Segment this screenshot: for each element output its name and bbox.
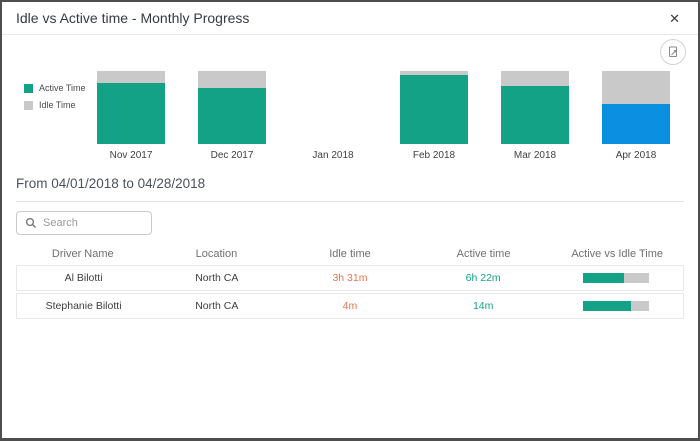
bar-group-mar-2018[interactable]: Mar 2018 (501, 71, 569, 161)
search-icon (25, 217, 37, 229)
active-segment (198, 88, 266, 144)
active-segment (97, 83, 165, 144)
legend-label-idle: Idle Time (39, 100, 76, 110)
dialog-title: Idle vs Active time - Monthly Progress (16, 10, 250, 26)
idle-segment (97, 71, 165, 83)
idle-segment (602, 71, 670, 104)
idle-segment (501, 71, 569, 86)
cell-active-time: 14m (472, 300, 494, 312)
search-box[interactable] (16, 211, 152, 235)
close-icon[interactable]: ✕ (665, 8, 684, 29)
cell-location: North CA (195, 272, 239, 284)
idle-segment (198, 71, 266, 88)
legend-item-idle-time[interactable]: Idle Time (24, 100, 86, 110)
col-header-active-vs-idle[interactable]: Active vs Idle Time (571, 248, 664, 260)
legend-swatch-active (24, 83, 33, 93)
table-row[interactable]: Stephanie Bilotti North CA 4m 14m (16, 293, 684, 319)
col-header-driver-name[interactable]: Driver Name (51, 248, 114, 260)
col-header-idle-time[interactable]: Idle time (329, 248, 371, 260)
bar-label: Jan 2018 (312, 150, 354, 161)
bar-group-apr-2018-selected[interactable]: Apr 2018 (602, 71, 670, 161)
active-vs-idle-progress-bar (583, 273, 650, 283)
export-document-icon (668, 46, 677, 57)
active-segment (400, 75, 468, 144)
date-range-label: From 04/01/2018 to 04/28/2018 (16, 163, 684, 202)
bar-group-nov-2017[interactable]: Nov 2017 (97, 71, 165, 161)
cell-location: North CA (195, 300, 239, 312)
idle-segment (400, 71, 468, 75)
cell-active-vs-idle (550, 301, 683, 311)
bar-label: Mar 2018 (513, 150, 557, 161)
active-segment (501, 86, 569, 144)
bar-label: Feb 2018 (412, 150, 456, 161)
cell-driver-name: Al Bilotti (64, 272, 103, 284)
dialog-header: Idle vs Active time - Monthly Progress ✕ (2, 2, 698, 35)
cell-idle-time: 4m (342, 300, 358, 312)
progress-fill (583, 301, 631, 311)
bar-label: Dec 2017 (210, 150, 254, 161)
col-header-location[interactable]: Location (195, 248, 238, 260)
bar-label: Apr 2018 (615, 150, 657, 161)
cell-active-vs-idle (550, 273, 683, 283)
export-report-button[interactable] (660, 39, 686, 65)
drivers-table: Driver Name Location Idle time Active ti… (16, 243, 684, 319)
bar-label: Nov 2017 (109, 150, 153, 161)
search-input[interactable] (43, 217, 143, 229)
legend-item-active-time[interactable]: Active Time (24, 83, 86, 93)
cell-idle-time: 3h 31m (332, 272, 368, 284)
cell-active-time: 6h 22m (465, 272, 501, 284)
bar-group-jan-2018[interactable]: Jan 2018 (299, 71, 367, 161)
legend-label-active: Active Time (39, 83, 86, 93)
progress-fill (583, 273, 625, 283)
bar-group-feb-2018[interactable]: Feb 2018 (400, 71, 468, 161)
table-header-row: Driver Name Location Idle time Active ti… (16, 243, 684, 265)
chart-legend: Active Time Idle Time (24, 83, 86, 117)
bar-group-dec-2017[interactable]: Dec 2017 (198, 71, 266, 161)
col-header-active-time[interactable]: Active time (456, 248, 511, 260)
table-row[interactable]: Al Bilotti North CA 3h 31m 6h 22m (16, 265, 684, 291)
active-vs-idle-progress-bar (583, 301, 650, 311)
monthly-progress-chart: Active Time Idle Time Nov 2017 Dec 2017 … (2, 35, 698, 163)
cell-driver-name: Stephanie Bilotti (45, 300, 122, 312)
active-segment (602, 104, 670, 144)
legend-swatch-idle (24, 100, 33, 110)
